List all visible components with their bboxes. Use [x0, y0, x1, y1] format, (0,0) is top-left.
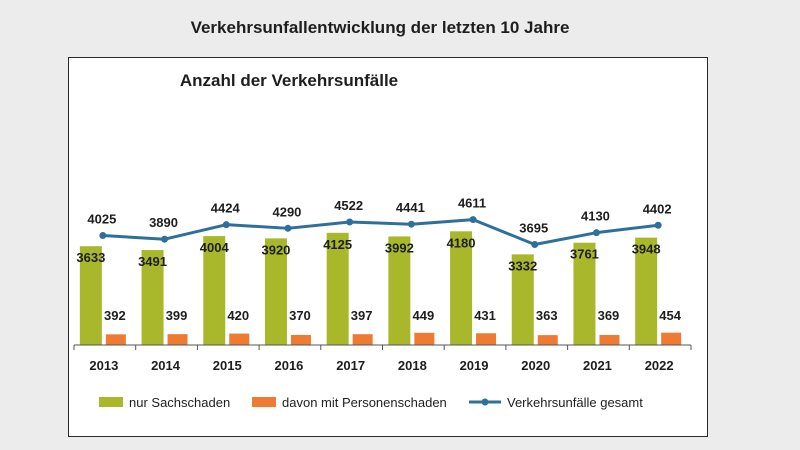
chart-title: Anzahl der Verkehrsunfälle	[180, 71, 398, 90]
point-verkehrsunf-lle-gesamt-2017	[346, 218, 354, 226]
bar-davon-mit-personenschaden-2014	[167, 334, 188, 345]
bar-nur-sachschaden-2022	[635, 237, 658, 345]
bar-nur-sachschaden-2019	[450, 231, 473, 345]
data-label-nur-sachschaden-2014: 3491	[138, 254, 167, 269]
chart-frame: Anzahl der Verkehrsunfälle 4025 3890 4424 42…	[68, 57, 708, 437]
legend-swatch-davon-mit-personenschaden	[252, 397, 276, 407]
point-verkehrsunf-lle-gesamt-2016	[284, 224, 292, 232]
bar-davon-mit-personenschaden-2021	[599, 334, 620, 345]
data-label-davon-mit-personenschaden-2020: 363	[536, 308, 558, 323]
data-label-nur-sachschaden-2021: 3761	[570, 247, 599, 262]
point-verkehrsunf-lle-gesamt-2015	[222, 221, 230, 229]
data-label-davon-mit-personenschaden-2013: 392	[104, 308, 126, 323]
x-tick-label-2016: 2016	[274, 358, 303, 373]
data-label-verkehrsunf-lle-gesamt-2021: 4130	[581, 209, 610, 224]
point-verkehrsunf-lle-gesamt-2021	[592, 229, 600, 237]
bar-nur-sachschaden-2015	[203, 236, 226, 345]
data-label-nur-sachschaden-2015: 4004	[200, 240, 230, 255]
point-verkehrsunf-lle-gesamt-2018	[407, 220, 415, 228]
data-label-davon-mit-personenschaden-2016: 370	[289, 308, 311, 323]
data-label-davon-mit-personenschaden-2021: 369	[598, 308, 620, 323]
legend-swatch-nur-sachschaden	[99, 397, 123, 407]
data-label-verkehrsunf-lle-gesamt-2016: 4290	[272, 204, 301, 219]
x-tick-label-2022: 2022	[645, 358, 674, 373]
data-label-nur-sachschaden-2022: 3948	[632, 242, 661, 257]
x-tick-label-2018: 2018	[398, 358, 427, 373]
legend-label-davon-mit-personenschaden: davon mit Personenschaden	[282, 395, 447, 410]
data-label-verkehrsunf-lle-gesamt-2017: 4522	[334, 198, 363, 213]
data-label-nur-sachschaden-2013: 3633	[76, 250, 105, 265]
data-label-davon-mit-personenschaden-2017: 397	[351, 308, 373, 323]
data-label-davon-mit-personenschaden-2022: 454	[659, 308, 681, 323]
data-label-davon-mit-personenschaden-2014: 399	[166, 308, 188, 323]
data-label-nur-sachschaden-2017: 4125	[323, 237, 352, 252]
bar-davon-mit-personenschaden-2019	[476, 333, 497, 345]
data-label-verkehrsunf-lle-gesamt-2019: 4611	[458, 196, 486, 211]
point-verkehrsunf-lle-gesamt-2013	[99, 232, 107, 240]
data-label-davon-mit-personenschaden-2019: 431	[474, 308, 496, 323]
bar-nur-sachschaden-2016	[264, 238, 287, 345]
point-verkehrsunf-lle-gesamt-2022	[654, 221, 662, 229]
page-title: Verkehrsunfallentwicklung der letzten 10…	[190, 18, 570, 37]
legend-label-nur-sachschaden: nur Sachschaden	[129, 395, 230, 410]
bar-nur-sachschaden-2013	[79, 246, 102, 345]
data-label-nur-sachschaden-2018: 3992	[385, 240, 414, 255]
chart-svg: Anzahl der Verkehrsunfälle 4025 3890 4424 42…	[73, 71, 692, 410]
x-tick-label-2014: 2014	[151, 358, 181, 373]
bar-nur-sachschaden-2020	[511, 254, 534, 345]
x-tick-label-2021: 2021	[583, 358, 612, 373]
point-verkehrsunf-lle-gesamt-2019	[469, 216, 477, 224]
data-label-davon-mit-personenschaden-2015: 420	[227, 308, 249, 323]
bar-davon-mit-personenschaden-2020	[537, 335, 558, 345]
legend-marker-verkehrsunf-lle-gesamt	[481, 398, 489, 406]
x-tick-label-2017: 2017	[336, 358, 365, 373]
bar-nur-sachschaden-2018	[388, 236, 411, 345]
data-label-nur-sachschaden-2019: 4180	[447, 235, 476, 250]
bar-nur-sachschaden-2021	[573, 242, 596, 345]
data-label-verkehrsunf-lle-gesamt-2015: 4424	[211, 201, 241, 216]
x-tick-label-2015: 2015	[213, 358, 242, 373]
bar-davon-mit-personenschaden-2022	[661, 332, 682, 345]
point-verkehrsunf-lle-gesamt-2014	[161, 235, 169, 243]
bar-nur-sachschaden-2014	[141, 250, 164, 345]
bar-davon-mit-personenschaden-2013	[105, 334, 126, 345]
legend-label-verkehrsunf-lle-gesamt: Verkehrsunfälle gesamt	[507, 395, 643, 410]
bar-nur-sachschaden-2017	[326, 232, 349, 345]
point-verkehrsunf-lle-gesamt-2020	[531, 240, 539, 248]
data-label-verkehrsunf-lle-gesamt-2022: 4402	[643, 201, 672, 216]
bar-davon-mit-personenschaden-2016	[290, 334, 311, 345]
bar-davon-mit-personenschaden-2017	[352, 334, 373, 345]
data-label-verkehrsunf-lle-gesamt-2014: 3890	[149, 215, 178, 230]
line-verkehrsunf-lle-gesamt	[102, 218, 659, 246]
x-tick-label-2019: 2019	[460, 358, 489, 373]
data-label-nur-sachschaden-2020: 3332	[508, 258, 537, 273]
x-tick-label-2020: 2020	[521, 358, 550, 373]
data-label-verkehrsunf-lle-gesamt-2013: 4025	[87, 212, 116, 227]
bar-davon-mit-personenschaden-2015	[229, 333, 250, 345]
x-tick-label-2013: 2013	[89, 358, 118, 373]
bar-davon-mit-personenschaden-2018	[414, 332, 435, 345]
data-label-verkehrsunf-lle-gesamt-2020: 3695	[519, 220, 548, 235]
data-label-nur-sachschaden-2016: 3920	[261, 242, 290, 257]
data-label-verkehrsunf-lle-gesamt-2018: 4441	[396, 200, 425, 215]
data-label-davon-mit-personenschaden-2018: 449	[412, 308, 434, 323]
